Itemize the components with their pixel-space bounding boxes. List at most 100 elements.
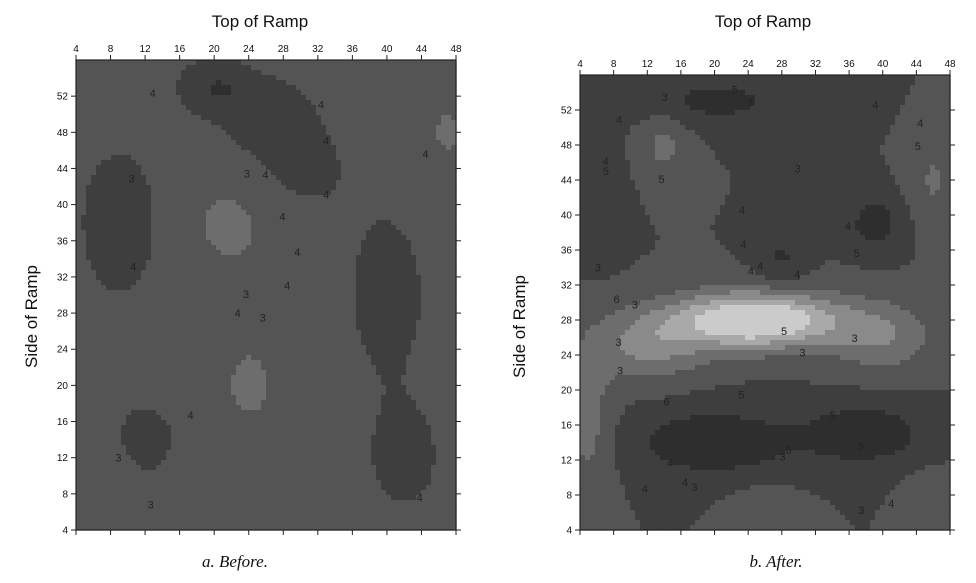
contour-cell — [76, 305, 82, 311]
contour-cell — [196, 200, 202, 206]
contour-cell — [301, 400, 307, 406]
contour-cell — [146, 425, 152, 431]
contour-cell — [166, 300, 172, 306]
contour-cell — [251, 145, 257, 151]
contour-cell — [201, 340, 207, 346]
contour-cell — [271, 225, 277, 231]
contour-cell — [261, 175, 267, 181]
contour-cell — [226, 380, 232, 386]
contour-cell — [156, 315, 162, 321]
contour-cell — [201, 475, 207, 481]
contour-cell — [151, 260, 157, 266]
contour-cell — [301, 145, 307, 151]
contour-cell — [96, 250, 102, 256]
contour-cell — [146, 490, 152, 496]
contour-cell — [306, 295, 312, 301]
contour-cell — [246, 180, 252, 186]
contour-cell — [206, 105, 212, 111]
contour-cell — [221, 335, 227, 341]
contour-cell — [146, 140, 152, 146]
contour-cell — [326, 405, 332, 411]
contour-cell — [211, 215, 217, 221]
contour-cell — [216, 365, 222, 371]
contour-cell — [161, 505, 167, 511]
contour-cell — [321, 310, 327, 316]
contour-cell — [296, 85, 302, 91]
contour-cell — [196, 355, 202, 361]
contour-cell — [206, 80, 212, 86]
contour-cell — [81, 205, 87, 211]
contour-cell — [241, 440, 247, 446]
contour-cell — [136, 195, 142, 201]
contour-cell — [341, 100, 347, 106]
contour-cell — [151, 205, 157, 211]
contour-cell — [231, 110, 237, 116]
contour-cell — [111, 420, 117, 426]
contour-cell — [191, 210, 197, 216]
contour-cell — [156, 470, 162, 476]
contour-cell — [231, 230, 237, 236]
contour-cell — [141, 415, 147, 421]
contour-cell — [176, 255, 182, 261]
contour-cell — [131, 415, 137, 421]
contour-cell — [336, 290, 342, 296]
contour-cell — [206, 175, 212, 181]
contour-cell — [121, 385, 127, 391]
contour-cell — [116, 425, 122, 431]
contour-cell — [81, 215, 87, 221]
contour-cell — [256, 405, 262, 411]
contour-cell — [151, 285, 157, 291]
contour-cell — [141, 70, 147, 76]
contour-cell — [106, 495, 112, 501]
contour-cell — [141, 460, 147, 466]
contour-cell — [256, 185, 262, 191]
contour-cell — [141, 515, 147, 521]
contour-cell — [316, 220, 322, 226]
contour-cell — [156, 365, 162, 371]
contour-cell — [116, 470, 122, 476]
contour-cell — [231, 460, 237, 466]
contour-cell — [256, 280, 262, 286]
contour-cell — [96, 520, 102, 526]
contour-cell — [111, 355, 117, 361]
contour-cell — [321, 75, 327, 81]
contour-cell — [296, 380, 302, 386]
contour-cell — [231, 80, 237, 86]
contour-cell — [326, 360, 332, 366]
contour-cell — [131, 260, 137, 266]
contour-cell — [176, 345, 182, 351]
contour-cell — [261, 390, 267, 396]
contour-cell — [251, 400, 257, 406]
contour-cell — [91, 150, 97, 156]
contour-cell — [181, 315, 187, 321]
contour-cell — [246, 495, 252, 501]
contour-cell — [321, 470, 327, 476]
contour-cell — [126, 290, 132, 296]
contour-cell — [221, 130, 227, 136]
contour-cell — [286, 445, 292, 451]
contour-cell — [116, 505, 122, 511]
contour-cell — [281, 520, 287, 526]
contour-cell — [211, 520, 217, 526]
contour-cell — [106, 280, 112, 286]
contour-cell — [276, 440, 282, 446]
contour-cell — [106, 270, 112, 276]
contour-cell — [181, 395, 187, 401]
contour-cell — [316, 490, 322, 496]
contour-cell — [76, 430, 82, 436]
contour-cell — [276, 315, 282, 321]
contour-cell — [116, 100, 122, 106]
contour-cell — [186, 265, 192, 271]
contour-cell — [206, 390, 212, 396]
contour-cell — [291, 195, 297, 201]
contour-cell — [151, 110, 157, 116]
contour-cell — [336, 335, 342, 341]
contour-cell — [296, 135, 302, 141]
contour-cell — [211, 235, 217, 241]
contour-cell — [201, 515, 207, 521]
contour-cell — [76, 510, 82, 516]
contour-cell — [101, 120, 107, 126]
contour-cell — [231, 420, 237, 426]
contour-cell — [291, 140, 297, 146]
contour-cell — [246, 220, 252, 226]
